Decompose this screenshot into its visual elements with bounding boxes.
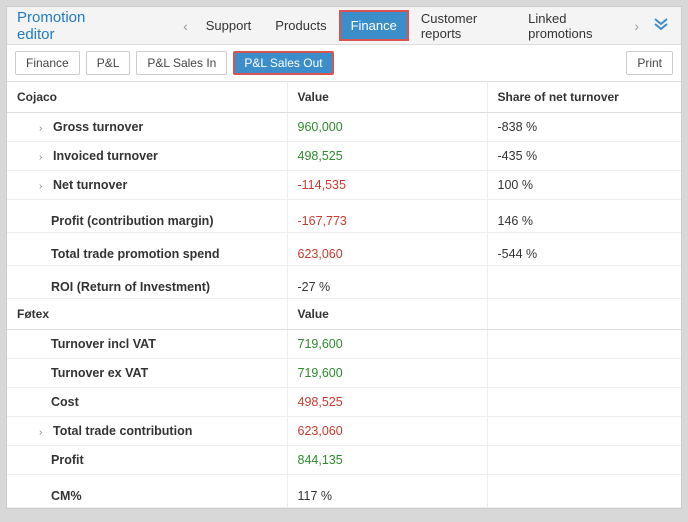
top-navigation: Promotion editor ‹ Support Products Fina… [7, 7, 681, 45]
promotion-editor-window: Promotion editor ‹ Support Products Fina… [6, 6, 682, 509]
row-label-cell: ›Total trade contribution [7, 417, 287, 446]
row-label-cell: Turnover ex VAT [7, 359, 287, 388]
row-share [487, 266, 681, 299]
row-share [487, 330, 681, 359]
sub-toolbar: Finance P&L P&L Sales In P&L Sales Out P… [7, 45, 681, 82]
row-label: Invoiced turnover [53, 149, 158, 163]
subtab-pl-sales-in[interactable]: P&L Sales In [136, 51, 227, 75]
row-value: -167,773 [287, 200, 487, 233]
row-value: -114,535 [287, 171, 487, 200]
subtab-pl[interactable]: P&L [86, 51, 131, 75]
row-label-cell: Cost [7, 388, 287, 417]
row-value: 960,000 [287, 113, 487, 142]
row-share [487, 388, 681, 417]
section2-header: Føtex [7, 299, 287, 330]
tab-linked-promotions[interactable]: Linked promotions [516, 3, 628, 49]
row-label-cell: Turnover incl VAT [7, 330, 287, 359]
table-row: Total trade promotion spend 623,060-544 % [7, 233, 681, 266]
tabs-container: Support Products Finance Customer report… [194, 3, 629, 49]
row-label-cell: ›Net turnover [7, 171, 287, 200]
row-label: Gross turnover [53, 120, 143, 134]
page-title: Promotion editor [11, 9, 131, 43]
tab-products[interactable]: Products [263, 10, 338, 41]
col-share-header-2 [487, 299, 681, 330]
table-row: ›Gross turnover960,000-838 % [7, 113, 681, 142]
row-value: -27 % [287, 266, 487, 299]
subtab-pl-sales-out[interactable]: P&L Sales Out [233, 51, 333, 75]
row-label: Cost [17, 395, 79, 409]
row-label-cell: Profit [7, 446, 287, 475]
row-share [487, 475, 681, 508]
row-label-cell: Total trade promotion spend [7, 233, 287, 266]
row-value: 498,525 [287, 388, 487, 417]
chevron-right-icon[interactable]: › [39, 152, 51, 163]
data-table-wrap: Cojaco Value Share of net turnover ›Gros… [7, 82, 681, 508]
row-share [487, 446, 681, 475]
row-value: 719,600 [287, 359, 487, 388]
row-label: Total trade contribution [53, 424, 192, 438]
row-label: Profit (contribution margin) [17, 214, 213, 228]
col-value-header-2: Value [287, 299, 487, 330]
row-share [487, 417, 681, 446]
row-value: 623,060 [287, 417, 487, 446]
row-share: -544 % [487, 233, 681, 266]
row-label: CM% [17, 489, 82, 503]
table-row: Turnover incl VAT 719,600 [7, 330, 681, 359]
expand-down-icon[interactable] [645, 13, 677, 38]
row-label: Net turnover [53, 178, 127, 192]
tabs-scroll-right[interactable]: › [628, 18, 645, 34]
table-row: Profit 844,135 [7, 446, 681, 475]
row-value: 117 % [287, 475, 487, 508]
row-value: 844,135 [287, 446, 487, 475]
row-share [487, 359, 681, 388]
col-value-header: Value [287, 82, 487, 113]
table-row: ›Invoiced turnover498,525-435 % [7, 142, 681, 171]
table-row: Profit (contribution margin) -167,773146 … [7, 200, 681, 233]
row-value: 719,600 [287, 330, 487, 359]
row-label-cell: ROI (Return of Investment) [7, 266, 287, 299]
row-value: 498,525 [287, 142, 487, 171]
data-table: Cojaco Value Share of net turnover ›Gros… [7, 82, 681, 508]
row-label-cell: CM% [7, 475, 287, 508]
tab-support[interactable]: Support [194, 10, 264, 41]
table-row: Turnover ex VAT 719,600 [7, 359, 681, 388]
row-label-cell: ›Gross turnover [7, 113, 287, 142]
row-share: 146 % [487, 200, 681, 233]
table-row: ROI (Return of Investment) -27 % [7, 266, 681, 299]
row-label-cell: Profit (contribution margin) [7, 200, 287, 233]
tab-customer-reports[interactable]: Customer reports [409, 3, 516, 49]
table-row: Cost 498,525 [7, 388, 681, 417]
table-row: CM% 117 % [7, 475, 681, 508]
table-row: ›Total trade contribution623,060 [7, 417, 681, 446]
row-label-cell: ›Invoiced turnover [7, 142, 287, 171]
row-label: Turnover incl VAT [17, 337, 156, 351]
row-label: Total trade promotion spend [17, 247, 220, 261]
row-share: 100 % [487, 171, 681, 200]
chevron-right-icon[interactable]: › [39, 427, 51, 438]
chevron-right-icon[interactable]: › [39, 123, 51, 134]
row-share: -838 % [487, 113, 681, 142]
row-label: ROI (Return of Investment) [17, 280, 210, 294]
chevron-right-icon[interactable]: › [39, 181, 51, 192]
tabs-scroll-left[interactable]: ‹ [177, 18, 194, 34]
tab-finance[interactable]: Finance [339, 10, 409, 41]
row-value: 623,060 [287, 233, 487, 266]
col-share-header: Share of net turnover [487, 82, 681, 113]
print-button[interactable]: Print [626, 51, 673, 75]
section1-header: Cojaco [7, 82, 287, 113]
row-label: Profit [17, 453, 84, 467]
table-row: ›Net turnover-114,535100 % [7, 171, 681, 200]
row-share: -435 % [487, 142, 681, 171]
row-label: Turnover ex VAT [17, 366, 148, 380]
subtab-finance[interactable]: Finance [15, 51, 80, 75]
